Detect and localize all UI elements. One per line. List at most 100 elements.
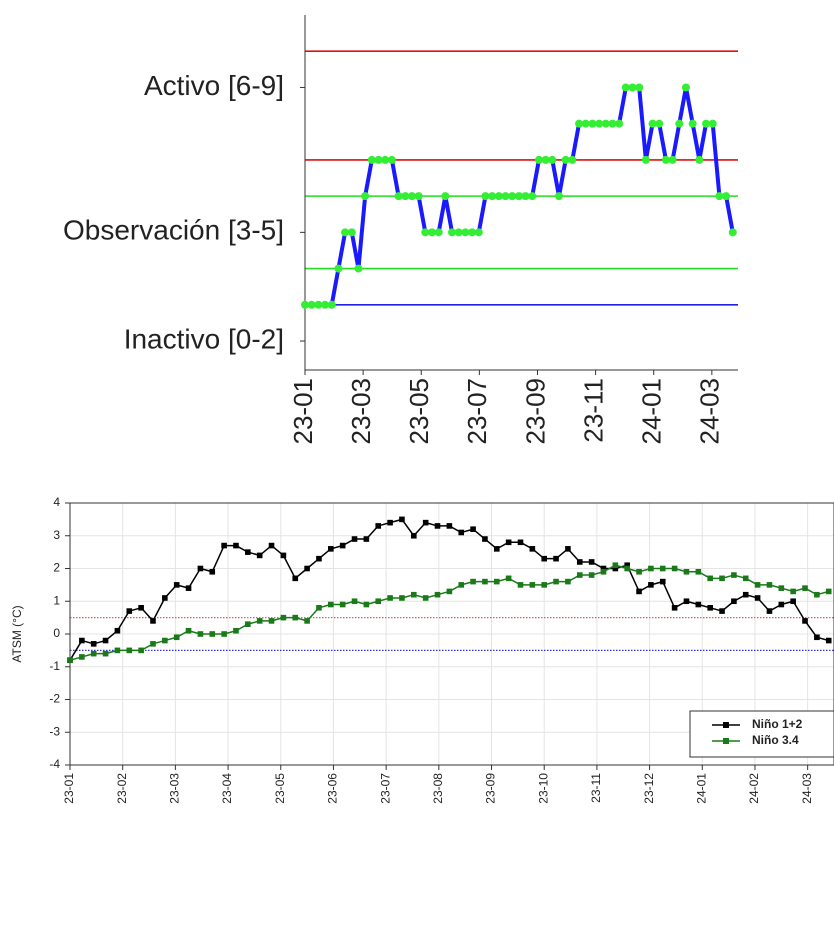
marker [334, 264, 343, 273]
marker [659, 565, 666, 572]
marker [529, 546, 536, 552]
marker [221, 542, 227, 549]
y-tick-label: 3 [53, 528, 60, 542]
x-tick-label: 23-11 [578, 378, 608, 443]
marker [79, 637, 85, 644]
marker [482, 536, 488, 542]
marker [695, 568, 702, 575]
marker [90, 641, 97, 647]
marker [505, 539, 512, 546]
marker [683, 568, 690, 575]
marker [588, 572, 595, 578]
marker [162, 637, 168, 644]
x-tick-label: 24-01 [637, 378, 667, 445]
marker [581, 119, 590, 128]
marker [790, 598, 796, 605]
marker [624, 565, 630, 572]
marker [661, 155, 670, 164]
marker [517, 539, 524, 546]
marker [458, 529, 465, 536]
marker [422, 519, 429, 526]
marker [399, 595, 405, 601]
marker [173, 582, 180, 588]
legend-label: Niño 1+2 [752, 717, 803, 731]
marker [695, 155, 704, 164]
marker [321, 300, 330, 309]
marker [328, 601, 334, 608]
x-tick-label: 23-04 [220, 773, 234, 804]
marker [648, 565, 654, 572]
y-tick-label: -2 [49, 692, 60, 706]
marker [635, 83, 644, 92]
marker [565, 578, 571, 585]
marker [470, 526, 476, 532]
marker [668, 155, 677, 164]
x-tick-label: 23-01 [288, 378, 318, 445]
marker [114, 647, 121, 654]
x-tick-label: 23-09 [484, 773, 498, 804]
marker [722, 192, 731, 201]
marker [715, 192, 724, 201]
x-tick-label: 24-03 [695, 378, 725, 445]
marker [742, 591, 749, 598]
marker [328, 546, 334, 552]
marker [221, 631, 227, 637]
y-tick-label: -3 [49, 724, 60, 738]
marker [374, 155, 383, 164]
marker [553, 578, 559, 585]
marker [280, 614, 287, 621]
marker [162, 595, 168, 601]
x-tick-label: 23-02 [115, 773, 129, 804]
marker [209, 631, 216, 637]
legend-box [689, 710, 834, 758]
marker [568, 155, 577, 164]
marker [363, 601, 370, 608]
marker [292, 575, 299, 582]
marker [375, 598, 382, 605]
marker [434, 591, 441, 598]
y-tick-label: 1 [53, 593, 60, 607]
marker [292, 614, 299, 621]
marker [316, 605, 322, 611]
marker [778, 601, 785, 608]
marker [561, 155, 570, 164]
marker [375, 523, 382, 529]
marker [441, 192, 450, 201]
marker [209, 568, 216, 575]
marker [411, 591, 417, 598]
marker [778, 585, 785, 591]
marker [702, 119, 711, 128]
marker [675, 119, 684, 128]
marker [565, 546, 571, 552]
marker [575, 119, 584, 128]
x-tick-label: 23-10 [536, 773, 550, 804]
marker [648, 119, 657, 128]
marker [541, 555, 548, 562]
y-tick-label: -1 [49, 659, 60, 673]
marker [802, 585, 808, 591]
x-tick-label: 23-01 [62, 773, 76, 804]
marker [608, 119, 617, 128]
marker [185, 627, 192, 634]
marker [138, 647, 144, 654]
marker [304, 565, 310, 572]
marker [79, 654, 85, 660]
marker [446, 523, 453, 529]
marker [185, 585, 192, 591]
marker [454, 228, 463, 237]
marker [339, 542, 346, 549]
marker [790, 588, 796, 595]
marker [150, 618, 156, 624]
x-tick-label: 23-06 [326, 773, 340, 804]
marker [766, 608, 773, 614]
y-tick-label: Observación [3-5] [63, 215, 284, 246]
marker [814, 634, 820, 641]
marker [612, 565, 619, 572]
marker [468, 228, 477, 237]
y-tick-label: 0 [53, 626, 60, 640]
marker [493, 578, 500, 585]
marker [742, 575, 749, 582]
marker [307, 300, 316, 309]
marker [508, 192, 517, 201]
